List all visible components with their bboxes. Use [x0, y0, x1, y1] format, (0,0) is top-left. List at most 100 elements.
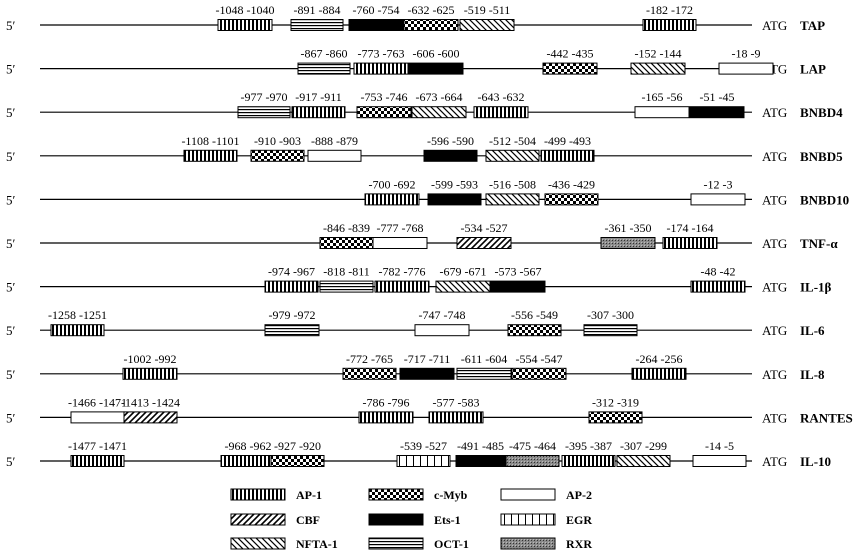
site-box [485, 149, 540, 162]
five-prime-label: 5′ [6, 410, 16, 425]
site-box [689, 106, 745, 119]
binding-site-nfta-1: -673 -664 [411, 90, 467, 119]
site-box [561, 455, 616, 467]
five-prime-label: 5′ [6, 105, 16, 120]
binding-site-ets-1: -606 -600 [408, 47, 464, 75]
site-position-label: -573 -567 [495, 265, 542, 279]
legend-item-ap-2: AP-2 [500, 488, 592, 502]
atg-label: ATG [762, 18, 787, 33]
binding-site-cbf: -1413 -1424 [121, 395, 180, 424]
site-position-label: -910 -903 [254, 134, 301, 148]
site-box [473, 106, 529, 119]
atg-label: ATG [762, 323, 787, 338]
site-box [600, 237, 656, 249]
gene-row-bnbd5: 5′ ATG BNBD5 -1108 -1101 -910 -903 -888 -879 -… [6, 134, 843, 164]
binding-site-egr: -539 -527 [396, 439, 451, 467]
legend-item-ap-1: AP-1 [230, 488, 322, 502]
atg-label: ATG [762, 367, 787, 382]
site-box [435, 280, 491, 293]
site-position-label: -307 -300 [587, 308, 634, 322]
gene-rows: 5′ ATG TAP -1048 -1040 -891 -884 -760 -754 -63… [6, 3, 853, 469]
site-box [630, 62, 686, 75]
legend-item-oct-1: OCT-1 [368, 537, 469, 551]
site-box [364, 193, 420, 206]
gene-name: TNF-α [800, 236, 838, 251]
site-box [459, 19, 515, 31]
binding-site-ap-1: -773 -763 [353, 47, 409, 75]
site-box [356, 106, 412, 119]
binding-site-nfta-1: -152 -144 [630, 47, 686, 75]
binding-site-ap-1: -782 -776 [374, 265, 430, 293]
site-box [544, 193, 599, 206]
binding-site-ets-1: -51 -45 [689, 90, 745, 119]
five-prime-label: 5′ [6, 323, 16, 338]
site-position-label: -12 -3 [704, 177, 733, 191]
gene-row-il-6: 5′ ATG IL-6 -1258 -1251 -979 -972 -747 -748 -5… [6, 308, 825, 338]
site-position-label: -436 -429 [548, 177, 595, 191]
binding-site-ap-2: -888 -879 [307, 134, 362, 162]
binding-site-nfta-1: -679 -671 [435, 265, 491, 293]
binding-site-c-myb: -910 -903 [250, 134, 305, 162]
gene-name: BNBD5 [800, 149, 843, 164]
site-position-label: -753 -746 [361, 90, 408, 104]
binding-site-ap-1: -1048 -1040 [216, 3, 275, 31]
site-position-label: -632 -625 [408, 3, 455, 17]
legend-label: c-Myb [434, 488, 468, 502]
site-box [505, 455, 560, 467]
binding-site-ets-1: -599 -593 [427, 177, 482, 206]
site-position-label: -48 -42 [701, 265, 736, 279]
five-prime-label: 5′ [6, 192, 16, 207]
atg-label: ATG [762, 410, 787, 425]
site-box [427, 193, 482, 206]
site-box [690, 280, 746, 293]
site-position-label: -554 -547 [516, 352, 563, 366]
legend-label: CBF [296, 513, 320, 527]
binding-site-ap-1: -1002 -992 [122, 352, 178, 380]
binding-site-rxr: -361 -350 [600, 221, 656, 249]
legend-swatch [500, 488, 556, 501]
site-position-label: -519 -511 [464, 3, 511, 17]
site-box [507, 324, 562, 337]
site-box [631, 367, 687, 380]
site-position-label: -577 -583 [433, 395, 480, 409]
site-position-label: -174 -164 [667, 221, 714, 235]
binding-site-ap-1: -174 -164 [662, 221, 718, 249]
site-position-label: -534 -527 [461, 221, 508, 235]
binding-site-ap-1: -786 -796 [358, 395, 414, 424]
site-position-label: -786 -796 [363, 395, 410, 409]
site-box [307, 149, 362, 162]
site-position-label: -888 -879 [311, 134, 358, 148]
site-box [70, 455, 125, 467]
gene-row-bnbd4: 5′ ATG BNBD4 -977 -970 -917 -911 -753 -746 -67… [6, 90, 843, 120]
site-position-label: -596 -590 [427, 134, 474, 148]
legend-item-cbf: CBF [230, 513, 320, 527]
gene-row-il-8: 5′ ATG IL-8 -1002 -992 -772 -765 -717 -711 -61… [6, 352, 825, 382]
site-position-label: -772 -765 [346, 352, 393, 366]
binding-site-c-myb: -846 -839 [319, 221, 374, 249]
legend-item-egr: EGR [500, 513, 592, 527]
site-position-label: -643 -632 [478, 90, 525, 104]
atg-label: ATG [762, 454, 787, 469]
site-box [220, 455, 276, 467]
site-position-label: -917 -911 [295, 90, 342, 104]
site-position-label: -979 -972 [269, 308, 316, 322]
site-position-label: -539 -527 [400, 439, 447, 453]
binding-site-c-myb: -554 -547 [511, 352, 567, 380]
binding-site-ap-1: -1477 -1471 [68, 439, 127, 467]
site-position-label: -679 -671 [440, 265, 487, 279]
site-box [634, 106, 690, 119]
gene-row-tnf: 5′ ATG TNF-α -846 -839 -777 -768 -534 -527 -36… [6, 221, 838, 251]
five-prime-label: 5′ [6, 62, 16, 77]
site-position-label: -700 -692 [369, 177, 416, 191]
site-box [583, 324, 638, 337]
site-position-label: -1413 -1424 [121, 395, 180, 409]
binding-site-c-myb: -442 -435 [542, 47, 598, 75]
binding-site-c-myb: -556 -549 [507, 308, 562, 337]
site-box [291, 106, 346, 119]
binding-site-oct-1: -818 -811 [319, 265, 374, 293]
binding-site-ets-1: -491 -485 [455, 439, 506, 467]
atg-label: ATG [762, 149, 787, 164]
site-position-label: -264 -256 [636, 352, 683, 366]
legend-swatch [500, 537, 556, 550]
site-box [456, 237, 512, 249]
